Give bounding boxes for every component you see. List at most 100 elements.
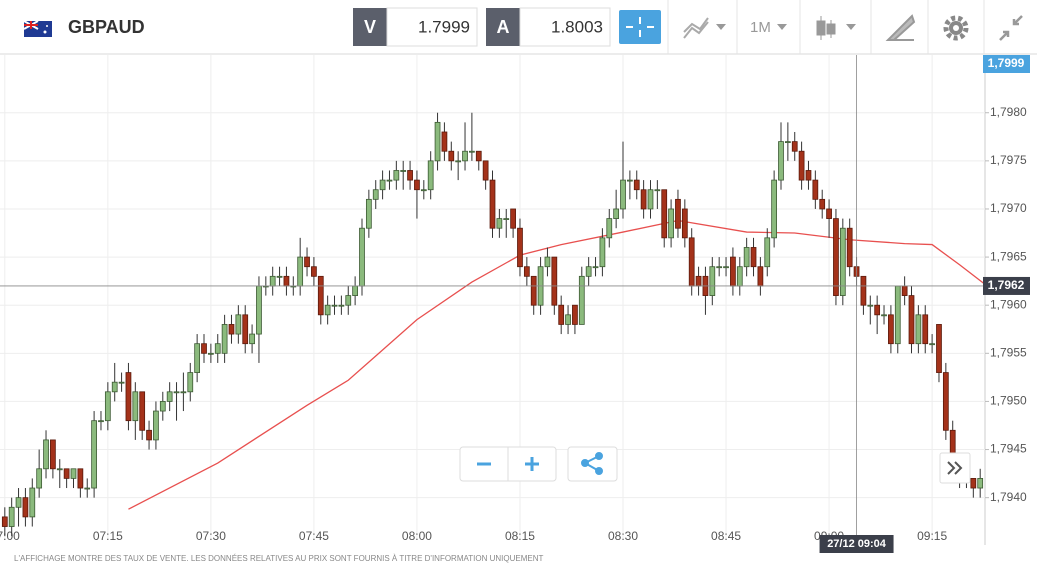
candle-body [881, 314, 887, 317]
candle-body [901, 285, 908, 296]
candle-body [523, 266, 530, 277]
candle-body [929, 343, 935, 346]
candle-body [441, 131, 448, 152]
chart-type-icon[interactable] [683, 17, 709, 39]
candle-body [407, 170, 413, 181]
buy-tag[interactable] [486, 8, 520, 46]
candle-body [242, 314, 249, 345]
flag [23, 20, 52, 37]
x-tick-label: 07:15 [93, 529, 123, 543]
candle-body [482, 160, 489, 181]
x-tick-label: 07:30 [196, 529, 226, 543]
sell-price: 1.7999 [418, 17, 470, 36]
candle-body [888, 314, 894, 345]
share-box [567, 446, 618, 482]
candle-body [688, 237, 695, 287]
candle-body [311, 266, 317, 277]
candle-body [633, 179, 640, 191]
y-tick-label: 1,7970 [990, 201, 1027, 215]
timeframe[interactable]: 1M [750, 19, 771, 36]
candle-body [475, 150, 482, 162]
candle-body [675, 198, 681, 229]
crosshair-button[interactable] [619, 10, 661, 44]
candle-body [681, 208, 688, 239]
candle-body [139, 391, 146, 431]
candle-body [668, 208, 674, 239]
x-tick-label: 08:30 [608, 529, 638, 543]
candle-body [208, 352, 214, 355]
candle-body [214, 343, 221, 354]
candle-body [654, 189, 661, 192]
candle-body [365, 198, 372, 229]
candle-body [778, 141, 784, 181]
candle-body [860, 275, 867, 306]
crosshair-icon [626, 17, 654, 37]
y-tick-label: 1,7940 [990, 490, 1027, 504]
candle-body [798, 150, 805, 181]
candle-body [709, 266, 716, 296]
disclaimer: L'AFFICHAGE MONTRE DES TAUX DE VENTE. LE… [14, 554, 543, 563]
candle-body [427, 160, 434, 191]
y-tick-label: 1,7960 [990, 297, 1027, 311]
candle-body [558, 304, 565, 325]
time-tag-label: 27/12 09:04 [827, 538, 887, 550]
candle-body [791, 141, 798, 152]
y-tick-label: 1,7965 [990, 249, 1027, 263]
candle-body [22, 497, 29, 518]
candle-body [455, 160, 462, 163]
candle-body [235, 314, 242, 335]
candle-body [551, 256, 558, 306]
collapse-icon[interactable] [999, 15, 1023, 41]
candle-body [757, 266, 764, 287]
y-tick-label: 1,7955 [990, 345, 1027, 359]
candle-body [414, 179, 420, 191]
sell-tag[interactable] [353, 8, 387, 46]
x-tick-label: 08:00 [402, 529, 432, 543]
x-tick-label: 08:15 [505, 529, 535, 543]
candle-body [194, 343, 201, 373]
x-tick-label: 08:45 [711, 529, 741, 543]
x-tick-label: 07:45 [299, 529, 329, 543]
candle-body [36, 468, 43, 489]
candle-body [276, 275, 283, 278]
candle-body [104, 391, 111, 422]
candle-body [826, 208, 832, 219]
zoom-in[interactable] [525, 457, 539, 471]
draw-icon[interactable] [885, 14, 916, 41]
candle-body [723, 266, 729, 269]
moving-average [128, 219, 985, 510]
candle-body [359, 227, 365, 287]
x-tick-label: 09:15 [917, 529, 947, 543]
candle-body [8, 506, 15, 527]
sell-box[interactable] [386, 7, 478, 47]
candle-body [867, 304, 874, 307]
candle-body [489, 179, 496, 229]
candle-body [496, 218, 503, 229]
candle-body [503, 218, 510, 220]
candle-icon[interactable] [816, 16, 836, 40]
candle-body [393, 170, 400, 181]
candle-body [434, 121, 441, 162]
candle-body [784, 141, 791, 144]
candle-body [839, 227, 846, 296]
settings-icon[interactable] [943, 15, 969, 41]
candle-body [812, 179, 819, 200]
candle-body [819, 198, 826, 210]
candle-body [750, 247, 757, 268]
time-tag [819, 535, 894, 553]
candle-body [915, 314, 922, 345]
y-tick-label: 1,7945 [990, 442, 1027, 456]
symbol: GBPAUD [68, 17, 145, 37]
buy-label: A [497, 17, 510, 37]
buy-box[interactable] [519, 7, 611, 47]
candle-body [249, 333, 255, 345]
candle-body [372, 189, 379, 200]
zoom-controls [459, 446, 971, 484]
share-icon[interactable] [581, 452, 603, 475]
candle-body [592, 266, 599, 269]
candle-body [43, 439, 49, 470]
plot: 1,7940 1,7945 1,7950 1,7955 1,7960 1,7965 1,79… [0, 55, 1030, 553]
candle-body [530, 275, 537, 306]
candle-body [743, 247, 750, 268]
candle-body [125, 372, 132, 422]
